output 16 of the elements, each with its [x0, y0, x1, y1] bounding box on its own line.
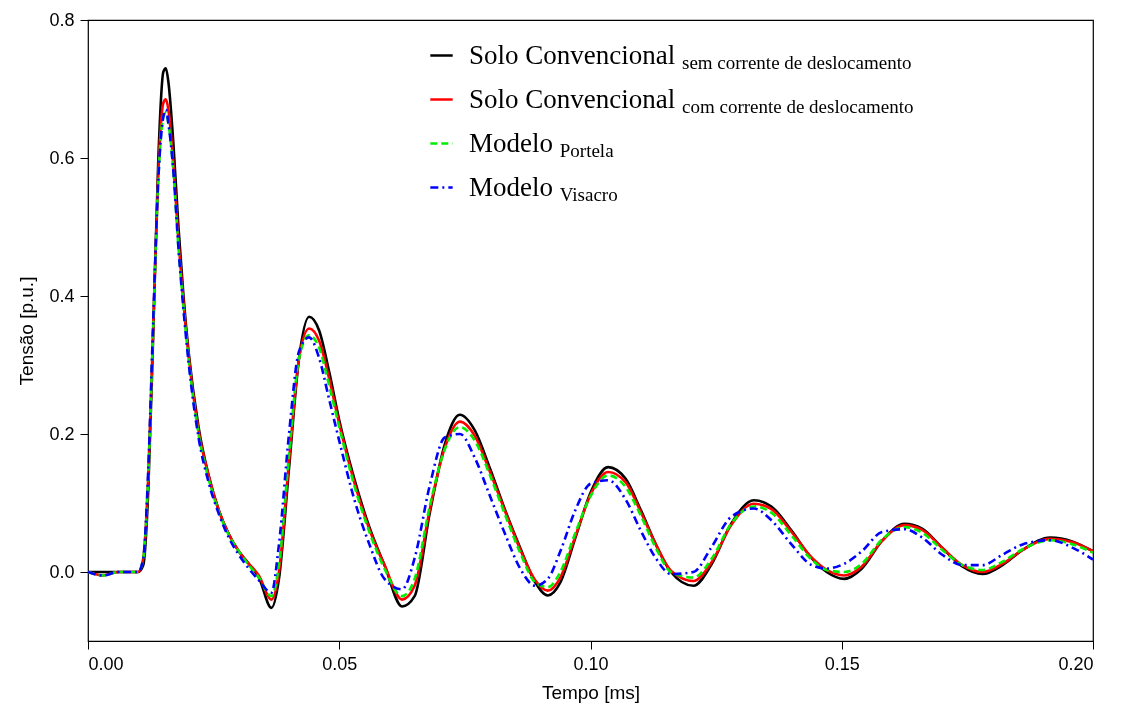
legend-label: Modelo $_{Portela}$	[469, 127, 615, 161]
y-tick-label: 0.2	[49, 423, 75, 444]
y-tick-label: 0.4	[49, 285, 75, 306]
legend-label: Solo Convencional $_{sem corrente de deslocamento}$	[469, 39, 912, 73]
x-tick-label: 0.10	[573, 653, 609, 674]
x-tick-label: 0.15	[824, 653, 860, 674]
y-axis-title: Tensão [p.u.]	[16, 276, 38, 386]
legend-label: Solo Convencional $_{com corrente de deslocamento}$	[469, 83, 914, 117]
legend-label: Modelo $_{Visacro}$	[469, 171, 618, 205]
x-axis-title: Tempo [ms]	[541, 681, 641, 703]
y-tick-label: 0.0	[49, 561, 75, 582]
x-tick-label: 0.05	[322, 653, 358, 674]
x-tick-label: 0.20	[1058, 653, 1094, 674]
x-tick-label: 0.00	[88, 653, 124, 674]
y-tick-label: 0.6	[49, 147, 75, 168]
y-tick-label: 0.8	[49, 9, 75, 30]
